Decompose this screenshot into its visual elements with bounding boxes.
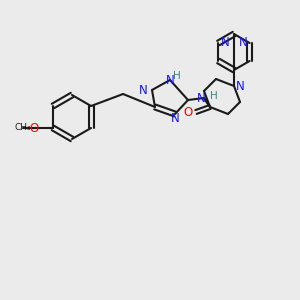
Text: N: N [239, 37, 248, 50]
Text: O: O [184, 106, 193, 118]
Text: N: N [139, 83, 148, 97]
Text: N: N [166, 74, 174, 86]
Text: H: H [173, 71, 181, 81]
Text: O: O [30, 122, 39, 134]
Text: H: H [210, 91, 218, 101]
Text: N: N [197, 92, 206, 104]
Text: CH₃: CH₃ [15, 124, 31, 133]
Text: N: N [171, 112, 179, 125]
Text: N: N [220, 37, 229, 50]
Text: N: N [236, 80, 245, 92]
